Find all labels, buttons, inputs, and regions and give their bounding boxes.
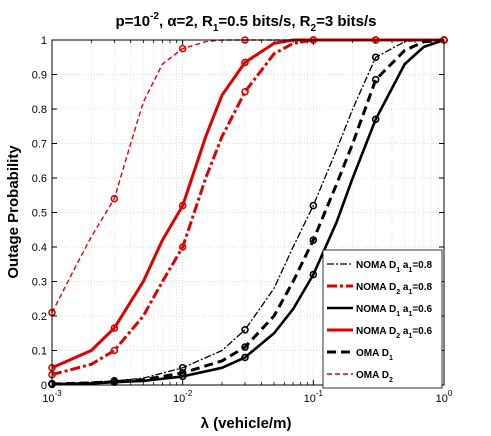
x-tick-label-exponent: -2	[185, 389, 193, 398]
x-tick-label-exponent: -1	[316, 389, 324, 398]
x-tick-label-base: 10	[42, 393, 54, 405]
y-tick-label: 0.8	[32, 104, 47, 116]
y-tick-label: 1	[41, 35, 47, 47]
y-tick-label: 0.4	[32, 242, 47, 254]
series-1-point	[110, 346, 119, 355]
y-tick-label: 0	[41, 380, 47, 392]
x-axis-label: λ (vehicle/m)	[201, 415, 292, 432]
series-5-point	[178, 44, 187, 53]
x-tick-label: 10-2	[173, 389, 193, 405]
x-tick-label-base: 10	[173, 393, 185, 405]
series-2-point	[309, 270, 318, 279]
legend-label-part: =0.8	[412, 260, 432, 271]
series-0-point	[241, 325, 249, 334]
y-axis-label: Outage Probability	[5, 145, 22, 279]
legend-label-part: =0.6	[412, 304, 432, 315]
series-0-point	[309, 201, 318, 210]
legend-label-part: a	[400, 260, 409, 271]
series-1-point	[178, 243, 187, 251]
y-tick-label: 0.6	[32, 173, 47, 185]
legend-label-part: OMA D	[356, 348, 389, 359]
y-tick-label: 0.1	[32, 346, 47, 358]
legend-label-part: a	[400, 326, 409, 337]
title-p-prefix: p=10	[115, 13, 150, 30]
legend-label-part: 1	[408, 311, 412, 318]
series-4-point	[309, 236, 318, 244]
legend-label-part: NOMA D	[356, 282, 396, 293]
legend-label-part: 2	[396, 333, 400, 340]
title-r1-text: =0.5 bits/s, R	[218, 13, 310, 30]
axes: 10-3 10-2 10-1 10000.10.20.30.40.50.60.70.8…	[32, 35, 453, 405]
legend-label-part: 1	[408, 267, 412, 274]
x-tick-label: 10-3	[42, 389, 62, 405]
legend-label-part: NOMA D	[356, 260, 396, 271]
y-tick-label: 0.9	[32, 70, 47, 82]
series-4-point	[241, 343, 249, 351]
series-1-point	[241, 87, 249, 96]
series-line-4	[51, 38, 445, 386]
legend-label-part: 1	[408, 289, 412, 296]
legend-label-part: =0.6	[412, 326, 432, 337]
series-3-point	[110, 324, 119, 332]
legend-label-part: 1	[408, 333, 412, 340]
legend-label-2: NOMA D1 a1=0.6	[356, 304, 433, 318]
x-tick-label: 100	[436, 389, 453, 405]
y-tick-label: 0.5	[32, 208, 47, 220]
legend-label-part: OMA D	[356, 370, 389, 381]
x-tick-label-base: 10	[436, 393, 448, 405]
title-r1-subscript: 1	[213, 23, 219, 34]
legend-label-3: NOMA D2 a1=0.6	[356, 326, 433, 340]
legend-label-part: NOMA D	[356, 304, 396, 315]
series-2-point	[241, 353, 249, 362]
legend-box	[322, 249, 443, 389]
legend-label-part: 1	[396, 267, 400, 274]
series-2-point	[371, 115, 380, 124]
legend-label-part: a	[400, 304, 409, 315]
series-4-point	[371, 75, 380, 84]
legend-label-5: OMA D2	[356, 370, 393, 384]
legend-label-0: NOMA D1 a1=0.8	[356, 260, 433, 274]
series-line-0	[51, 39, 444, 385]
chart-title: p=10-2, α=2, R1=0.5 bits/s, R2=3 bits/s	[115, 11, 376, 34]
series-3-point	[241, 58, 249, 67]
title-mid: , α=2, R	[159, 13, 213, 30]
series-4-point	[178, 369, 187, 377]
legend-label-part: 2	[396, 289, 400, 296]
y-tick-label: 0.2	[32, 311, 47, 323]
legend-label-part: 2	[389, 377, 393, 384]
y-tick-label: 0.7	[32, 139, 47, 151]
series-0-point	[371, 53, 380, 62]
legend-label-1: NOMA D2 a1=0.8	[356, 282, 433, 296]
series-0-point	[178, 363, 187, 372]
x-tick-label-base: 10	[304, 393, 316, 405]
y-tick-label: 0.3	[32, 277, 47, 289]
legend-label-part: 1	[396, 311, 400, 318]
series-3-point	[178, 201, 187, 210]
legend-label-4: OMA D1	[356, 348, 393, 362]
legend-label-part: a	[400, 282, 409, 293]
title-r2-text: =3 bits/s	[316, 13, 376, 30]
series-5-point	[110, 194, 119, 203]
title-r2-subscript: 2	[311, 23, 317, 34]
x-tick-label-exponent: 0	[448, 389, 453, 398]
title-p-exponent: -2	[150, 11, 159, 22]
x-tick-label-exponent: -3	[55, 389, 63, 398]
x-tick-label: 10-1	[304, 389, 324, 405]
legend-label-part: NOMA D	[356, 326, 396, 337]
legend-label-part: =0.8	[412, 282, 432, 293]
legend-label-part: 1	[389, 355, 393, 362]
